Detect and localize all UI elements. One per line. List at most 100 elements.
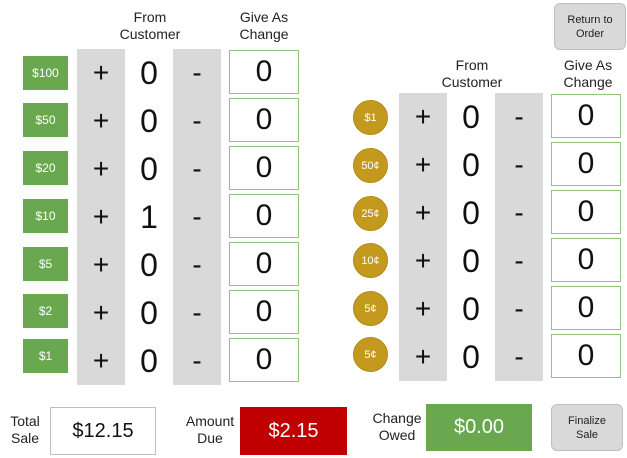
coin-from-count: 0 [447,285,495,333]
bill-label-20: $20 [23,151,68,185]
header-line: Customer [119,26,181,42]
coin-stepper-5-cent: + 0 - [399,285,543,333]
label-line: Amount [185,413,235,429]
bill-from-count: 0 [125,289,173,337]
bill-plus-button[interactable]: + [77,193,125,241]
header-line: From [133,9,167,25]
bill-plus-button[interactable]: + [77,337,125,385]
bill-from-count: 0 [125,145,173,193]
amount-due-label: Amount Due [180,413,240,447]
bill-change-field[interactable]: 0 [229,194,299,238]
return-to-order-button[interactable]: Return to Order [554,3,626,50]
bill-stepper-50: + 0 - [77,97,221,145]
coin-stepper-10-cent: + 0 - [399,237,543,285]
label-line: Sale [10,430,40,446]
header-line: From [455,57,489,73]
coin-minus-button[interactable]: - [495,93,543,141]
coin-from-count: 0 [447,189,495,237]
coin-change-field[interactable]: 0 [551,238,621,282]
bill-plus-button[interactable]: + [77,97,125,145]
coin-label-1-dollar: $1 [353,100,388,135]
bill-minus-button[interactable]: - [173,241,221,289]
label-line: Change [372,410,422,426]
bill-minus-button[interactable]: - [173,97,221,145]
change-owed-label: Change Owed [368,410,426,444]
coin-plus-button[interactable]: + [399,237,447,285]
button-line: Order [575,27,605,40]
coin-stepper-1-dollar: + 0 - [399,93,543,141]
coin-stepper-25-cent: + 0 - [399,189,543,237]
header-line: Give As [239,9,289,25]
coin-from-count: 0 [447,333,495,381]
amount-due-value: $2.15 [240,407,347,455]
button-line: Return to [567,13,613,26]
bill-from-count: 0 [125,97,173,145]
bill-change-field[interactable]: 0 [229,50,299,94]
bill-label-100: $100 [23,56,68,90]
bill-change-field[interactable]: 0 [229,290,299,334]
coin-change-field[interactable]: 0 [551,94,621,138]
coins-from-customer-header: From Customer [432,57,512,91]
bill-label-2: $2 [23,294,68,328]
coin-label-50-cent: 50¢ [353,148,388,183]
change-owed-value: $0.00 [426,404,532,451]
bill-stepper-2: + 0 - [77,289,221,337]
bill-change-field[interactable]: 0 [229,146,299,190]
coin-label-5-cent-2: 5¢ [353,337,388,372]
bill-change-field[interactable]: 0 [229,242,299,286]
coins-give-as-change-header: Give As Change [546,57,627,91]
bill-stepper-10: + 1 - [77,193,221,241]
coin-from-count: 0 [447,93,495,141]
header-line: Change [563,74,613,90]
bill-plus-button[interactable]: + [77,241,125,289]
coin-from-count: 0 [447,141,495,189]
bill-label-50: $50 [23,103,68,137]
total-sale-value: $12.15 [50,407,156,455]
bill-change-field[interactable]: 0 [229,98,299,142]
bill-minus-button[interactable]: - [173,193,221,241]
header-line: Customer [441,74,503,90]
label-line: Total [10,413,40,429]
coin-change-field[interactable]: 0 [551,142,621,186]
total-sale-label: Total Sale [4,413,46,447]
bill-from-count: 0 [125,241,173,289]
coin-label-5-cent: 5¢ [353,291,388,326]
bill-stepper-1: + 0 - [77,337,221,385]
bills-give-as-change-header: Give As Change [222,9,306,43]
bill-minus-button[interactable]: - [173,289,221,337]
coin-stepper-5-cent-2: + 0 - [399,333,543,381]
coin-stepper-50-cent: + 0 - [399,141,543,189]
button-line: Finalize [568,414,606,427]
bill-change-field[interactable]: 0 [229,338,299,382]
bill-plus-button[interactable]: + [77,289,125,337]
coin-label-25-cent: 25¢ [353,196,388,231]
coin-plus-button[interactable]: + [399,333,447,381]
bill-plus-button[interactable]: + [77,49,125,97]
coin-label-10-cent: 10¢ [353,243,388,278]
label-line: Due [197,430,223,446]
coin-minus-button[interactable]: - [495,189,543,237]
coin-plus-button[interactable]: + [399,93,447,141]
coin-change-field[interactable]: 0 [551,190,621,234]
coin-plus-button[interactable]: + [399,189,447,237]
coin-plus-button[interactable]: + [399,285,447,333]
bill-minus-button[interactable]: - [173,337,221,385]
bill-label-5: $5 [23,247,68,281]
finalize-sale-button[interactable]: Finalize Sale [551,404,623,451]
coin-change-field[interactable]: 0 [551,286,621,330]
bill-minus-button[interactable]: - [173,145,221,193]
coin-from-count: 0 [447,237,495,285]
header-line: Give As [563,57,613,73]
bill-label-10: $10 [23,199,68,233]
coin-minus-button[interactable]: - [495,285,543,333]
bill-plus-button[interactable]: + [77,145,125,193]
coin-plus-button[interactable]: + [399,141,447,189]
button-line: Sale [575,428,599,441]
bill-from-count: 1 [125,193,173,241]
coin-minus-button[interactable]: - [495,333,543,381]
header-line: Change [239,26,289,42]
coin-minus-button[interactable]: - [495,141,543,189]
coin-change-field[interactable]: 0 [551,334,621,378]
coin-minus-button[interactable]: - [495,237,543,285]
bill-minus-button[interactable]: - [173,49,221,97]
